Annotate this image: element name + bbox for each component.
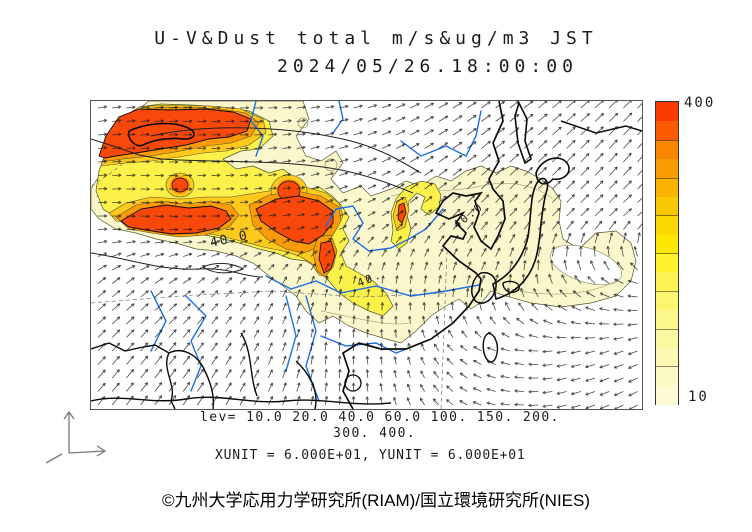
colorbar-segment — [656, 196, 678, 216]
colorbar-min-label: 10 — [688, 389, 709, 405]
colorbar-segment — [656, 366, 678, 386]
contour-ring — [297, 117, 309, 129]
colorbar-segment — [656, 253, 678, 273]
coast-mainland — [341, 101, 506, 409]
contour-hole — [550, 244, 622, 286]
colorbar-segment — [656, 215, 678, 235]
wind-arrows-layer — [97, 101, 642, 409]
coast-india-indochina — [91, 332, 317, 409]
colorbar-segment — [656, 385, 678, 405]
mountain-hook — [127, 122, 195, 147]
border-kazakh — [91, 138, 162, 160]
river-yellow — [325, 205, 444, 252]
axis-diagonal — [45, 453, 63, 464]
dust-core-gobi-east — [255, 195, 334, 245]
colorbar-segment — [656, 271, 678, 292]
levels-caption-line1: lev= 10.0 20.0 40.0 60.0 100. 150. 200. — [200, 410, 560, 425]
island-taiwan — [482, 332, 499, 363]
colorbar-segment — [656, 309, 678, 329]
colorbar-segment — [656, 347, 678, 367]
dust-map-canvas: 40.0 40. 40.0 — [91, 101, 642, 409]
graticule-layer — [91, 160, 448, 409]
colorbar-segment — [656, 158, 678, 178]
border-mongolia-south — [160, 158, 414, 194]
plot-title: U-V&Dust total m/s&ug/m3 JST — [154, 28, 598, 49]
coast-okhotsk — [560, 120, 642, 134]
colorbar-segment — [656, 120, 678, 141]
colorbar-segment — [656, 234, 678, 254]
island-honshu — [492, 177, 549, 301]
dust-core-streak-central — [318, 240, 336, 274]
river-pearl — [320, 335, 410, 354]
border-mongolia-north — [150, 127, 422, 174]
units-caption: XUNIT = 6.000E+01, YUNIT = 6.000E+01 — [215, 448, 526, 463]
colorbar-segment — [656, 328, 678, 348]
colorbar-segment — [656, 102, 678, 122]
island-sakhalin — [514, 101, 532, 165]
colorbar-segment — [656, 290, 678, 311]
coastline-layer — [91, 101, 642, 409]
river-brahmaputra — [185, 295, 207, 392]
dust-core-gobi-west — [120, 204, 232, 235]
axis-arrows-icon — [45, 410, 107, 464]
colorbar-tick — [656, 290, 678, 292]
colorbar-tick — [656, 177, 678, 179]
island-kyushu — [471, 271, 497, 304]
dust-map: 40.0 40. 40.0 — [90, 100, 643, 410]
colorbar-max-label: 400 — [684, 95, 716, 111]
colorbar-tick — [656, 328, 678, 330]
colorbar-tick — [656, 366, 678, 368]
dust-core-small-a — [171, 177, 189, 193]
river-salween — [285, 295, 297, 372]
colorbar-tick — [656, 139, 678, 141]
colorbar-segment — [656, 177, 678, 197]
dust-fill-layer — [91, 101, 637, 344]
copyright-text: ©九州大学応用力学研究所(RIAM)/国立環境研究所(NIES) — [161, 491, 591, 510]
colorbar-tick — [656, 215, 678, 217]
y-axis-arrow — [63, 410, 75, 453]
river-ganges — [150, 290, 167, 352]
plot-timestamp: 2024/05/26.18:00:00 — [277, 56, 578, 77]
graticule-line — [91, 160, 127, 187]
colorbar — [655, 101, 679, 405]
colorbar-tick — [656, 253, 678, 254]
river-yangtze — [265, 275, 480, 297]
x-axis-arrow — [68, 445, 107, 457]
levels-caption-line2: 300. 400. — [333, 426, 417, 441]
river-amur — [400, 110, 482, 157]
island-hainan — [344, 374, 362, 392]
coast-bottom-islands — [91, 396, 392, 405]
island-hokkaido — [535, 157, 570, 185]
river — [332, 101, 344, 134]
wind-arrows — [97, 101, 642, 409]
graticule-line — [440, 250, 448, 409]
colorbar-segment — [656, 139, 678, 160]
